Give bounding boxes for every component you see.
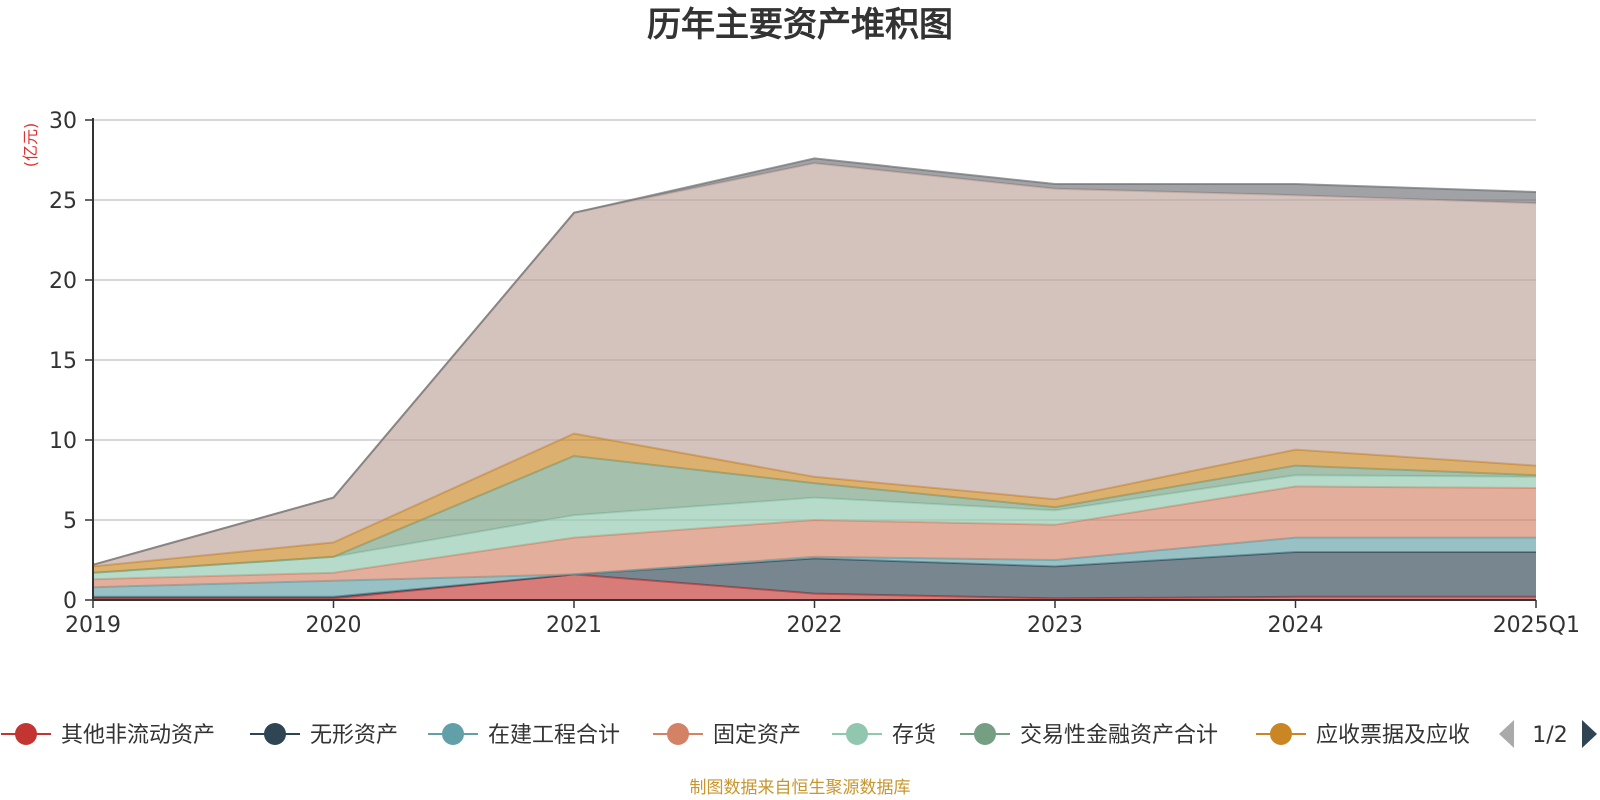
area-series-group xyxy=(92,157,1537,600)
series-line xyxy=(92,157,1537,566)
x-tick-label: 2021 xyxy=(546,613,602,638)
chart-title: 历年主要资产堆积图 xyxy=(647,5,953,45)
x-tick-label: 2020 xyxy=(306,613,362,638)
area-series xyxy=(93,537,1536,597)
legend-marker xyxy=(264,723,286,745)
x-tick-label: 2019 xyxy=(65,613,121,638)
y-tick-label: 20 xyxy=(49,269,77,294)
legend-item[interactable]: 交易性金融资产合计 xyxy=(960,723,1218,748)
legend-item[interactable]: 存货 xyxy=(832,723,936,748)
y-tick-label: 0 xyxy=(63,589,77,614)
legend-label: 其他非流动资产 xyxy=(61,723,215,748)
legend-label: 应收票据及应收 xyxy=(1316,723,1470,748)
axes: 0 5 10 15 20 25 30 2019 2020 2021 2022 2023 2024 2025… xyxy=(49,109,1580,638)
y-axis-unit: (亿元) xyxy=(21,123,40,168)
legend-label: 无形资产 xyxy=(310,723,398,748)
y-tick-label: 10 xyxy=(49,429,77,454)
area-series xyxy=(93,475,1536,580)
legend-item[interactable]: 在建工程合计 xyxy=(428,723,620,748)
legend-item[interactable]: 应收票据及应收 xyxy=(1256,723,1470,748)
legend[interactable]: 其他非流动资产 无形资产 在建工程合计 固定资产 存货 交易性金融资产合计 应收票据及应收 xyxy=(1,723,1470,748)
area-series xyxy=(93,552,1536,599)
legend-marker xyxy=(442,723,464,745)
area-series xyxy=(93,486,1536,588)
legend-label: 交易性金融资产合计 xyxy=(1020,723,1218,748)
legend-page-indicator: 1/2 xyxy=(1532,723,1567,748)
legend-marker xyxy=(667,723,689,745)
area-series xyxy=(93,163,1536,567)
legend-marker xyxy=(974,723,996,745)
legend-next-page-icon[interactable] xyxy=(1582,720,1597,748)
legend-label: 在建工程合计 xyxy=(488,723,620,748)
area-series xyxy=(93,433,1536,573)
legend-item[interactable]: 无形资产 xyxy=(250,723,398,748)
legend-pager: 1/2 xyxy=(1499,720,1597,748)
legend-label: 存货 xyxy=(892,723,936,748)
legend-prev-page-icon[interactable] xyxy=(1499,720,1514,748)
legend-marker xyxy=(846,723,868,745)
legend-marker xyxy=(1270,723,1292,745)
legend-label: 固定资产 xyxy=(713,723,801,748)
legend-item[interactable]: 固定资产 xyxy=(653,723,801,748)
y-tick-label: 5 xyxy=(63,509,77,534)
x-tick-label: 2023 xyxy=(1027,613,1083,638)
x-tick-label: 2022 xyxy=(787,613,843,638)
legend-item[interactable]: 其他非流动资产 xyxy=(1,723,215,748)
x-tick-label: 2025Q1 xyxy=(1493,613,1580,638)
y-tick-label: 30 xyxy=(49,109,77,134)
y-tick-label: 15 xyxy=(49,349,77,374)
area-series xyxy=(93,574,1536,600)
legend-marker xyxy=(15,723,37,745)
x-tick-label: 2024 xyxy=(1268,613,1324,638)
data-source-note: 制图数据来自恒生聚源数据库 xyxy=(690,778,911,798)
y-tick-label: 25 xyxy=(49,189,77,214)
